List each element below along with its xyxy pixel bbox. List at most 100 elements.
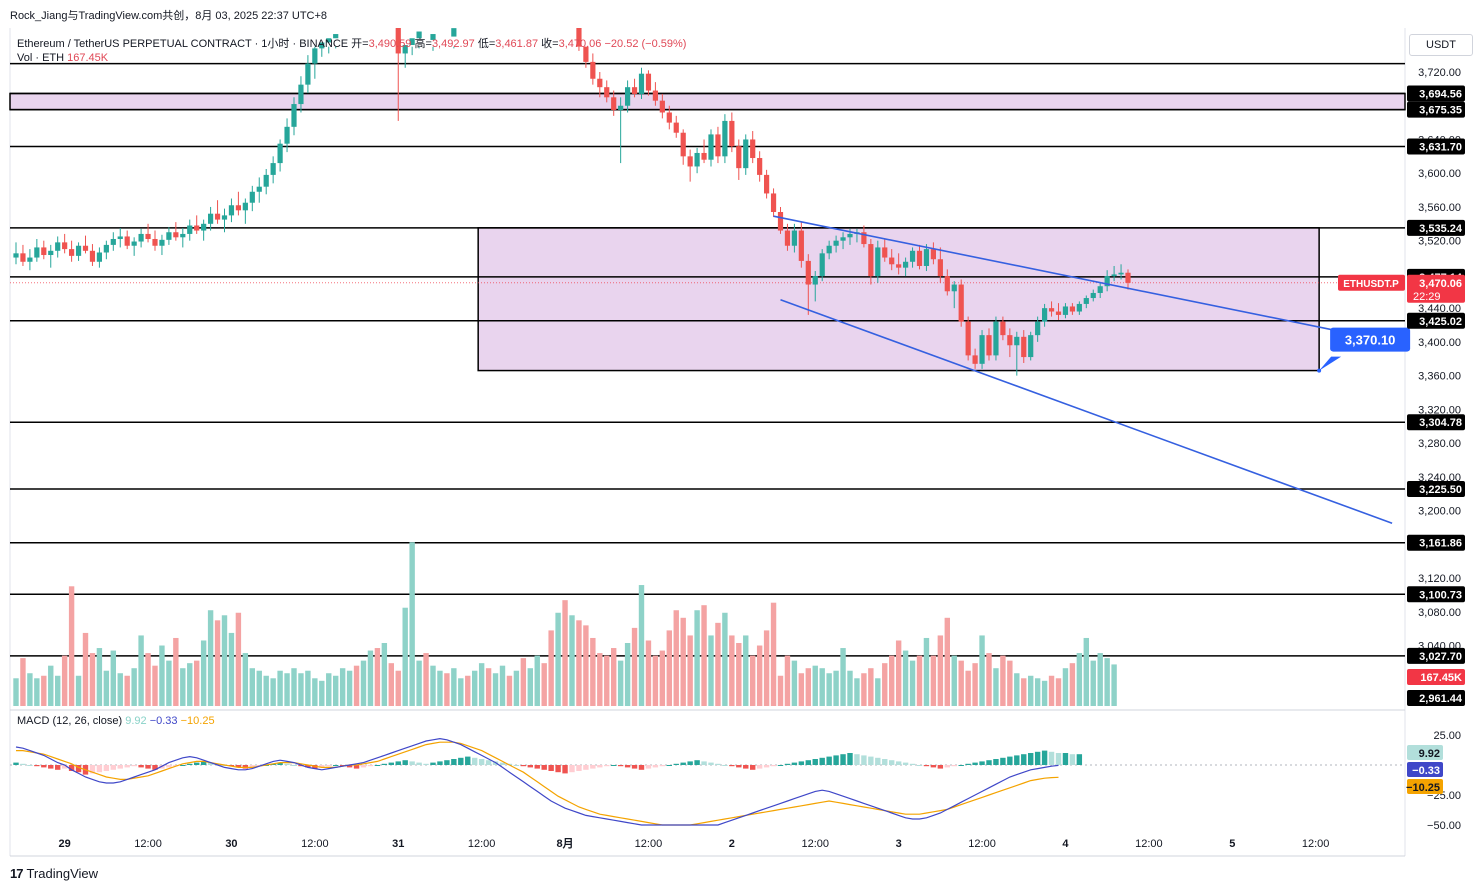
volume-bar — [645, 640, 652, 706]
macd-histogram-bar — [562, 765, 568, 774]
candle-body — [284, 126, 290, 144]
candle-body — [909, 250, 916, 262]
level-tag: 3,694.56 — [1419, 88, 1462, 100]
symbol-legend[interactable]: Ethereum / TetherUS PERPETUAL CONTRACT ·… — [17, 35, 686, 51]
time-tick-label: 29 — [59, 838, 71, 850]
volume-bar — [1069, 663, 1076, 706]
change-value: −20.52 (−0.59%) — [604, 38, 687, 50]
candle-body — [1007, 335, 1013, 346]
candle — [89, 244, 96, 266]
candle-body — [903, 261, 909, 268]
macd-histogram-bar — [736, 765, 742, 768]
candle-body — [1104, 276, 1110, 287]
macd-legend[interactable]: MACD (12, 26, close) 9.92 −0.33 −10.25 — [17, 715, 215, 727]
volume-bar — [194, 660, 200, 706]
candle — [826, 240, 832, 260]
volume-bar — [173, 637, 179, 706]
candle-body — [777, 212, 784, 231]
time-tick-label: 12:00 — [801, 838, 829, 850]
candle — [124, 230, 130, 250]
volume-legend[interactable]: Vol · ETH 167.45K — [17, 52, 108, 64]
macd-histogram-bar — [55, 765, 61, 770]
high-value: 3,492.97 — [431, 38, 475, 50]
volume-bar — [367, 650, 374, 706]
time-tick-label: 12:00 — [968, 838, 996, 850]
candle — [937, 247, 943, 283]
macd-histogram-bar — [944, 765, 950, 768]
time-tick-label: 12:00 — [468, 838, 496, 850]
candle — [764, 169, 770, 199]
volume-tag: 167.45K — [1420, 672, 1462, 684]
close-value: 3,470.06 — [558, 38, 602, 50]
volume-bar — [166, 660, 172, 706]
volume-bar — [562, 600, 568, 706]
volume-bar — [993, 668, 999, 706]
macd-histogram-bar — [576, 765, 582, 771]
candle-body — [631, 87, 638, 94]
volume-bar — [1076, 653, 1083, 706]
volume-bar — [889, 655, 895, 706]
currency-button[interactable]: USDT — [1409, 34, 1473, 56]
macd-tag-1: −0.33 — [1412, 765, 1440, 777]
volume-bar — [979, 635, 985, 706]
macd-histogram-bar — [659, 765, 666, 767]
symbol-name[interactable]: Ethereum / TetherUS PERPETUAL CONTRACT ·… — [17, 38, 349, 50]
volume-bar — [333, 675, 339, 706]
volume-bar — [847, 670, 853, 706]
candle — [1048, 301, 1055, 317]
volume-bar — [451, 668, 457, 706]
candle — [951, 281, 957, 309]
candle — [208, 206, 214, 231]
volume-bar — [826, 673, 832, 706]
level-tag-box — [1407, 586, 1465, 603]
candle-body — [89, 250, 96, 262]
price-tick-label: 3,520.00 — [1418, 236, 1461, 248]
macd-histogram-bar — [353, 765, 360, 769]
macd-histogram-bar — [1021, 754, 1027, 765]
volume-bar — [41, 675, 47, 706]
volume-bar — [708, 635, 714, 706]
macd-tag-2: −10.25 — [1406, 782, 1440, 794]
macd-histogram-bar — [722, 765, 728, 766]
volume-bar — [569, 615, 575, 706]
candle — [277, 139, 283, 172]
candle-body — [875, 247, 881, 277]
macd-histogram-bar — [548, 765, 554, 771]
time-tick-label: 8月 — [556, 837, 573, 850]
candle — [96, 247, 102, 268]
time-tick-label: 12:00 — [1135, 838, 1163, 850]
candle — [576, 28, 582, 51]
candle — [34, 238, 40, 262]
volume-bar — [89, 653, 96, 706]
candle — [923, 244, 930, 272]
macd-histogram-bar — [367, 765, 374, 767]
macd-histogram-bar — [1007, 756, 1013, 765]
candle-body — [395, 28, 401, 54]
volume-bar — [61, 655, 68, 706]
macd-histogram-bar — [27, 765, 33, 766]
candle-body — [659, 100, 665, 113]
candle — [993, 316, 999, 361]
volume-bar — [103, 670, 110, 706]
macd-histogram-bar — [631, 765, 638, 769]
volume-bar — [402, 607, 408, 706]
candle-body — [576, 28, 582, 47]
tradingview-logo[interactable]: 17 TradingView — [10, 866, 98, 881]
candle — [652, 82, 658, 106]
macd-histogram-bar — [499, 762, 506, 765]
volume-bar — [242, 653, 249, 706]
macd-histogram-bar — [395, 761, 401, 765]
candle — [312, 46, 318, 79]
volume-bar — [923, 637, 930, 706]
candle-body — [62, 242, 68, 250]
candle — [791, 223, 797, 253]
macd-histogram-bar — [687, 761, 693, 765]
candle — [916, 244, 923, 270]
volume-bar — [96, 648, 103, 706]
macd-histogram-bar — [242, 765, 249, 769]
macd-histogram-bar — [756, 765, 763, 769]
macd-histogram-bar — [930, 765, 937, 768]
volume-bar — [868, 668, 874, 706]
level-tag-box — [1407, 219, 1465, 236]
